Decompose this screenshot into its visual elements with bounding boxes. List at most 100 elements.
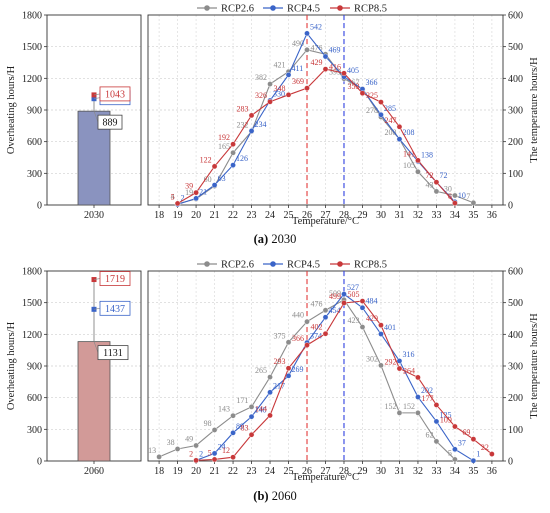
data-point [248, 431, 255, 438]
data-label: 2 [189, 449, 193, 458]
line-xtick-label: 19 [173, 466, 183, 477]
data-point [248, 404, 255, 410]
line-y-axis-title: The temperature hours/H [529, 313, 540, 419]
data-point [211, 182, 218, 188]
data-point [415, 374, 421, 381]
data-label: 421 [274, 61, 286, 70]
data-label: 165 [218, 142, 230, 151]
line-xtick-label: 32 [413, 466, 423, 477]
bar-ytick-label: 1500 [22, 298, 42, 309]
data-label: 292 [384, 358, 396, 367]
data-point [322, 307, 329, 314]
data-label: 4 [171, 193, 175, 202]
data-point [230, 412, 236, 419]
data-point [174, 200, 181, 207]
data-point [193, 442, 199, 449]
data-point [193, 189, 199, 196]
data-point [433, 402, 440, 408]
data-label: 138 [421, 150, 433, 159]
data-point [304, 342, 310, 348]
data-label: 12 [222, 446, 230, 455]
data-label: 5 [448, 448, 452, 457]
line-ytick-label: 600 [508, 267, 523, 278]
data-label: 140 [255, 406, 267, 415]
line-xtick-label: 21 [210, 466, 220, 477]
legend-swatch-marker [337, 261, 343, 267]
data-label: 247 [384, 116, 396, 125]
data-point [156, 454, 162, 460]
data-label: 144 [255, 404, 267, 413]
data-point [322, 66, 329, 72]
data-point [174, 446, 181, 452]
panel-caption: (a) 2030 [254, 232, 297, 246]
line-xtick-label: 21 [210, 210, 220, 221]
legend-swatch-marker [270, 261, 276, 267]
data-label: 382 [255, 73, 267, 82]
data-label: 402 [311, 323, 323, 332]
series-line [177, 32, 456, 205]
data-point [230, 454, 236, 461]
data-label: 490 [292, 39, 304, 48]
line-ytick-label: 300 [508, 106, 523, 117]
data-point [267, 98, 273, 105]
data-label: 21 [199, 187, 207, 196]
data-label: 476 [311, 43, 323, 52]
data-label: 22 [481, 443, 489, 452]
line-ytick-label: 200 [508, 137, 523, 148]
legend-label: RCP4.5 [287, 260, 320, 271]
data-label: 171 [237, 396, 249, 405]
data-point [396, 365, 403, 372]
data-point [470, 199, 477, 206]
data-label: 109 [440, 415, 452, 424]
data-point [433, 438, 440, 445]
data-point [341, 70, 347, 77]
data-label: 13 [148, 446, 156, 455]
data-point [285, 339, 292, 346]
data-label: 43 [425, 180, 433, 189]
data-label: 484 [365, 297, 377, 306]
data-label: 423 [347, 316, 359, 325]
data-point [452, 192, 458, 199]
data-point [396, 358, 403, 364]
line-xtick-label: 33 [431, 210, 441, 221]
data-point [322, 314, 329, 321]
data-label: 208 [384, 128, 396, 137]
data-point [433, 179, 440, 185]
data-point [285, 365, 292, 372]
series-line [177, 68, 456, 204]
legend-swatch-marker [204, 5, 210, 11]
line-xtick-label: 27 [321, 466, 331, 477]
data-label: 105 [403, 161, 415, 170]
data-point [248, 112, 255, 119]
data-label: 89 [236, 422, 244, 431]
data-point [378, 111, 384, 118]
line-xtick-label: 27 [321, 210, 331, 221]
bar-y-axis-title: Overheating hours/H [6, 321, 17, 410]
legend-label: RCP2.6 [221, 260, 254, 271]
data-label: 411 [292, 64, 304, 73]
bar-ytick-label: 600 [27, 393, 42, 404]
line-ytick-label: 100 [508, 169, 523, 180]
data-label: 285 [384, 104, 396, 113]
data-label: 283 [237, 104, 249, 113]
data-label: 60 [204, 175, 212, 184]
line-xtick-label: 19 [173, 210, 183, 221]
data-label: 98 [204, 419, 212, 428]
bar-ytick-label: 1500 [22, 42, 42, 53]
data-label: 126 [236, 154, 248, 163]
data-label: 5 [208, 448, 212, 457]
data-point [285, 72, 292, 78]
line-ytick-label: 0 [508, 457, 513, 468]
line-xtick-label: 25 [284, 210, 294, 221]
line-xtick-label: 36 [487, 466, 497, 477]
line-xtick-label: 26 [302, 210, 312, 221]
line-xtick-label: 18 [154, 466, 164, 477]
data-point [359, 298, 366, 304]
data-label: 19 [185, 188, 193, 197]
data-point [433, 418, 440, 425]
legend: RCP2.6 RCP4.5 RCP8.5 [197, 260, 387, 271]
data-point [452, 456, 458, 463]
data-point [230, 430, 236, 436]
bar-label-leader [93, 97, 101, 100]
